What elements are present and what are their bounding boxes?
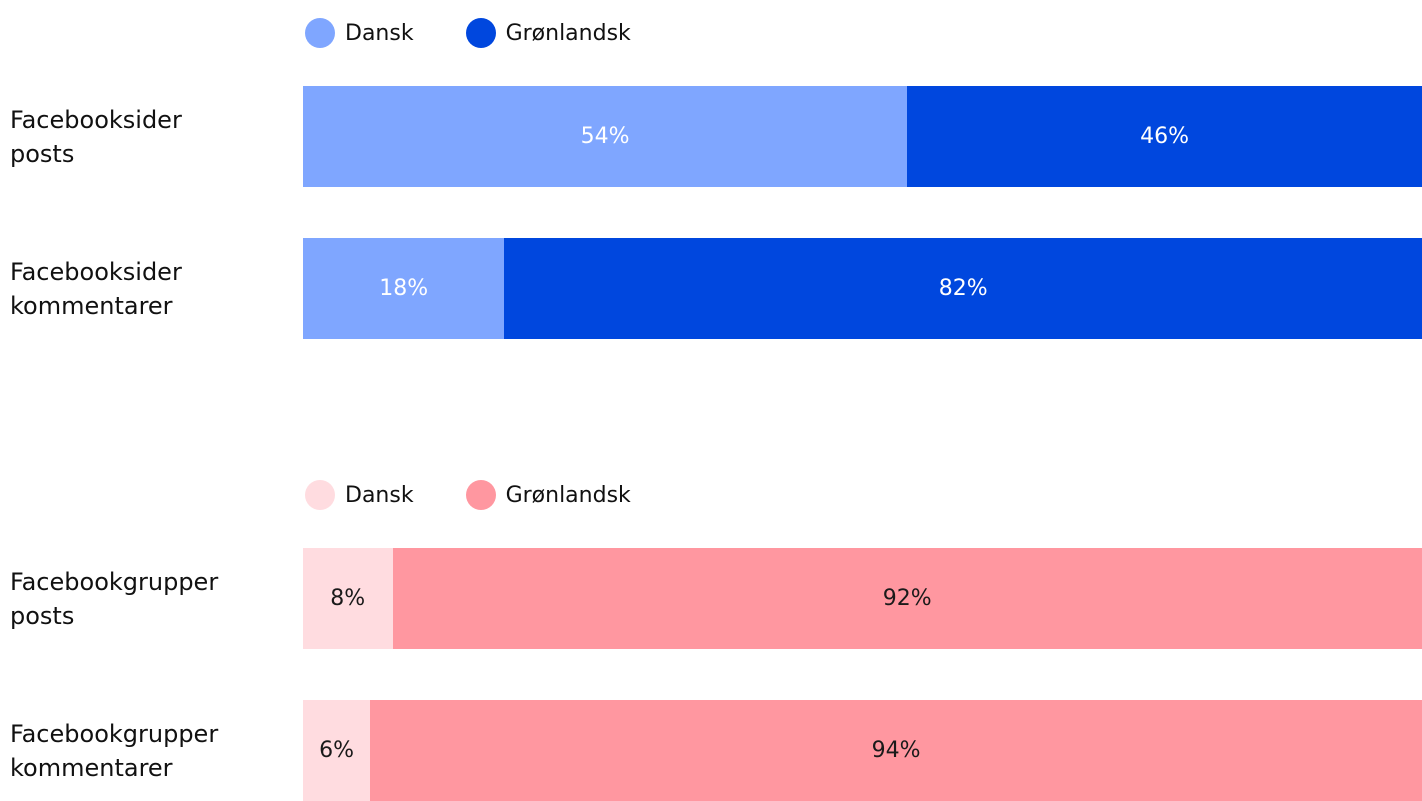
bar-row: 8% 92% [303, 548, 1422, 649]
legend-label: Dansk [345, 482, 414, 508]
legend-item: Dansk [305, 480, 414, 510]
value-label: 54% [580, 124, 630, 149]
value-label: 46% [1140, 124, 1190, 149]
bar-row: 54% 46% [303, 86, 1422, 187]
legend-swatch [465, 480, 496, 510]
bar-segment: 92% [392, 548, 1422, 649]
value-label: 92% [882, 586, 932, 611]
legend-label: Grønlandsk [505, 482, 631, 508]
bar-segment: 46% [907, 86, 1422, 187]
bar-segment: 94% [370, 700, 1422, 801]
category-label: Facebooksider kommentarer [10, 257, 182, 320]
bar-row: 6% 94% [303, 700, 1422, 801]
value-label: 18% [379, 276, 429, 301]
legend-item: Grønlandsk [465, 480, 631, 510]
legend-item: Dansk [305, 18, 414, 48]
legend-label: Dansk [345, 20, 414, 46]
value-label: 82% [938, 276, 988, 301]
bar-segment: 6% [303, 700, 371, 801]
value-label: 8% [330, 586, 366, 611]
legend-swatch [305, 18, 335, 48]
legend: Dansk Grønlandsk [305, 480, 683, 510]
value-label: 94% [871, 738, 921, 763]
category-label: Facebookgrupper posts [10, 567, 219, 630]
legend: Dansk Grønlandsk [305, 18, 683, 48]
legend-swatch [305, 480, 335, 510]
bar-segment: 54% [303, 86, 908, 187]
bar-row: 18% 82% [303, 238, 1422, 339]
category-label: Facebookgrupper kommentarer [10, 719, 219, 782]
legend-item: Grønlandsk [465, 18, 631, 48]
bar-segment: 18% [303, 238, 505, 339]
category-label: Facebooksider posts [10, 105, 182, 168]
value-label: 6% [319, 738, 355, 763]
bar-segment: 82% [504, 238, 1422, 339]
bar-segment: 8% [303, 548, 393, 649]
legend-label: Grønlandsk [505, 20, 631, 46]
legend-swatch [465, 18, 496, 48]
